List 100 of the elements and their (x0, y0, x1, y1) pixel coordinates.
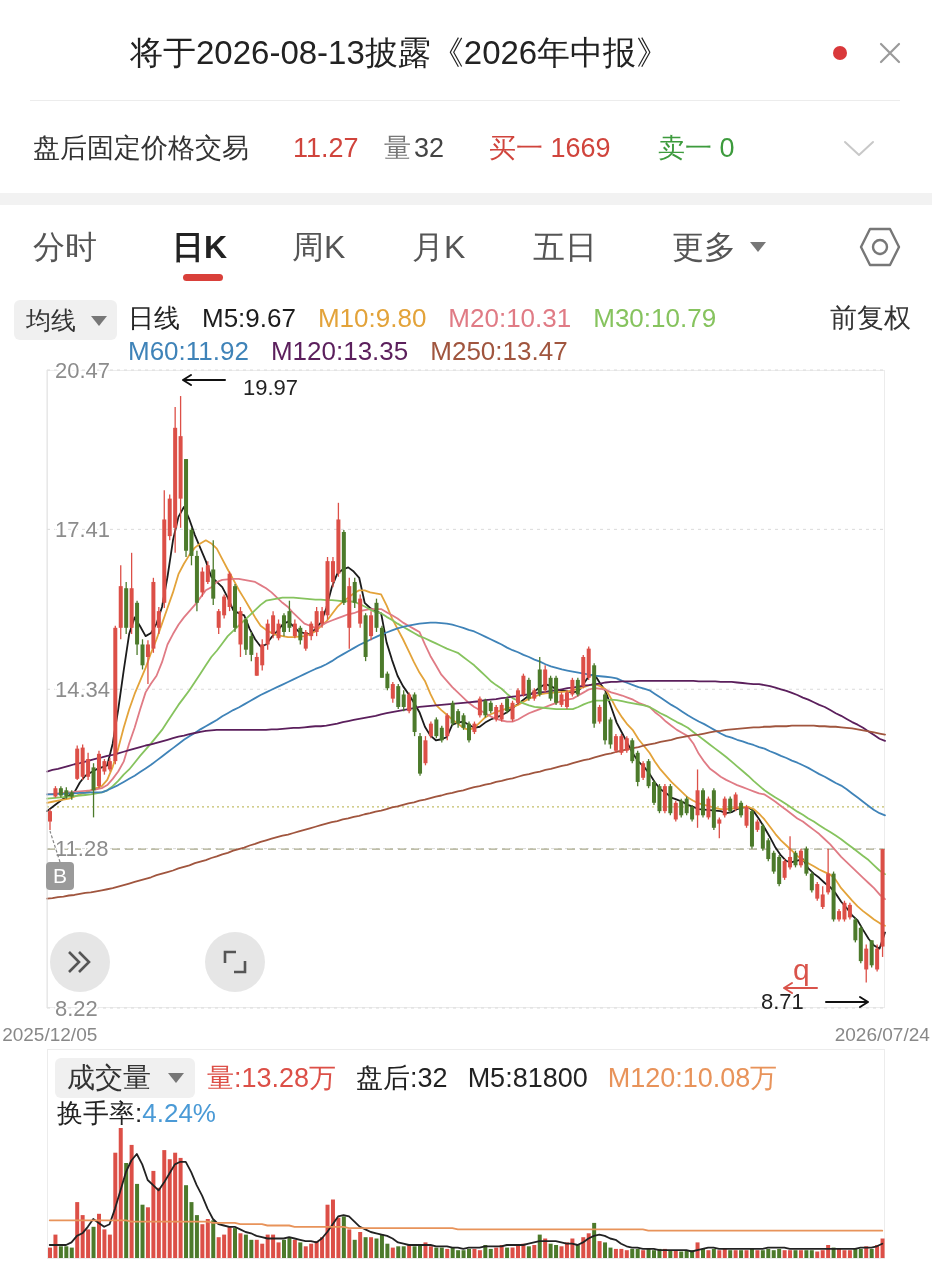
bar (434, 1247, 439, 1258)
bar (793, 1250, 798, 1258)
bar (575, 1245, 580, 1258)
bar (700, 1248, 705, 1258)
x-tick-label: 2025/12/05 (2, 1023, 98, 1045)
candlestick (156, 606, 161, 635)
text: 更多 (672, 228, 736, 266)
bar (135, 1183, 140, 1258)
text: M30:10.79 (593, 302, 717, 335)
text: M250:13.47 (430, 335, 568, 368)
candlestick (875, 943, 880, 973)
text: M60:11.92 (128, 335, 249, 368)
annotation: q (793, 953, 810, 986)
candlestick (477, 695, 482, 719)
text: M10:9.80 (317, 302, 427, 335)
candlestick (396, 683, 401, 710)
annotation: 19.97 (243, 375, 299, 401)
text: 分时 (33, 228, 97, 266)
bar (706, 1250, 711, 1258)
bar (755, 1250, 760, 1258)
bar (184, 1185, 189, 1258)
candlestick (352, 577, 357, 609)
bar (428, 1246, 433, 1258)
candlestick (798, 847, 803, 869)
bar (227, 1226, 232, 1258)
bar (728, 1250, 733, 1258)
candlestick (401, 689, 406, 712)
bar (238, 1233, 243, 1258)
bar (630, 1248, 635, 1258)
text: 前复权 (830, 302, 911, 334)
bar (809, 1250, 814, 1258)
candlestick (292, 618, 297, 639)
candlestick (543, 664, 548, 694)
y-tick-label: 14.34 (55, 676, 111, 702)
text: 五日 (533, 228, 597, 266)
candlestick (526, 677, 531, 702)
bar (641, 1250, 646, 1258)
bar (581, 1237, 586, 1258)
candlestick (597, 704, 602, 725)
bar (592, 1222, 597, 1258)
candlestick (48, 808, 52, 831)
candlestick (298, 625, 303, 646)
candlestick (434, 716, 439, 739)
text: M120:10.08万 (607, 1062, 778, 1095)
text: 均线 (26, 305, 76, 335)
text: 周K (292, 228, 346, 266)
bar (739, 1250, 744, 1258)
candlestick (445, 712, 450, 741)
candlestick (706, 795, 711, 821)
candlestick (423, 735, 428, 766)
bar (341, 1216, 346, 1258)
bar (129, 1144, 134, 1258)
bar (69, 1247, 74, 1258)
chart-title: 将于2026-08-13披露《2026年中报》 (130, 33, 670, 73)
candlestick (673, 800, 678, 823)
bar (75, 1202, 80, 1258)
candlestick (140, 638, 145, 671)
bar (526, 1246, 531, 1258)
bar (597, 1241, 602, 1258)
text: 32 (414, 132, 445, 164)
bar (869, 1248, 874, 1258)
candlestick (200, 566, 205, 598)
bar (396, 1246, 401, 1258)
bar (815, 1251, 820, 1258)
bar (445, 1248, 450, 1258)
annotation: B (46, 862, 74, 890)
bar (477, 1250, 482, 1258)
legend-title: 日线 (128, 302, 180, 335)
bar (352, 1239, 357, 1258)
bar (401, 1246, 406, 1258)
bar (804, 1250, 809, 1258)
text: 量:13.28万 (207, 1062, 337, 1095)
bar (140, 1204, 145, 1258)
bar (505, 1247, 510, 1258)
candlestick (390, 681, 395, 704)
text: 卖一 0 (658, 132, 735, 164)
candlestick (826, 847, 831, 896)
bar (847, 1250, 852, 1258)
text: M5:9.67 (202, 302, 296, 335)
text: 盘后:32 (356, 1062, 448, 1095)
bar (211, 1220, 216, 1258)
bar (858, 1248, 863, 1258)
bar (532, 1245, 537, 1258)
bar (118, 1128, 123, 1258)
candlestick (864, 943, 869, 984)
bar (635, 1248, 640, 1258)
candlestick (815, 881, 820, 902)
x-tick-label: 2026/07/24 (834, 1023, 931, 1045)
text: 月K (412, 228, 466, 266)
candlestick (205, 560, 210, 585)
bar (276, 1242, 281, 1258)
bar (347, 1229, 352, 1258)
candlestick (744, 804, 749, 829)
bar (298, 1242, 303, 1258)
text: M5:81800 (467, 1062, 588, 1095)
annotation: 8.71 (761, 989, 804, 1014)
candlestick (575, 677, 580, 698)
bar (603, 1242, 608, 1258)
bar (711, 1248, 716, 1258)
candlestick (483, 697, 488, 719)
